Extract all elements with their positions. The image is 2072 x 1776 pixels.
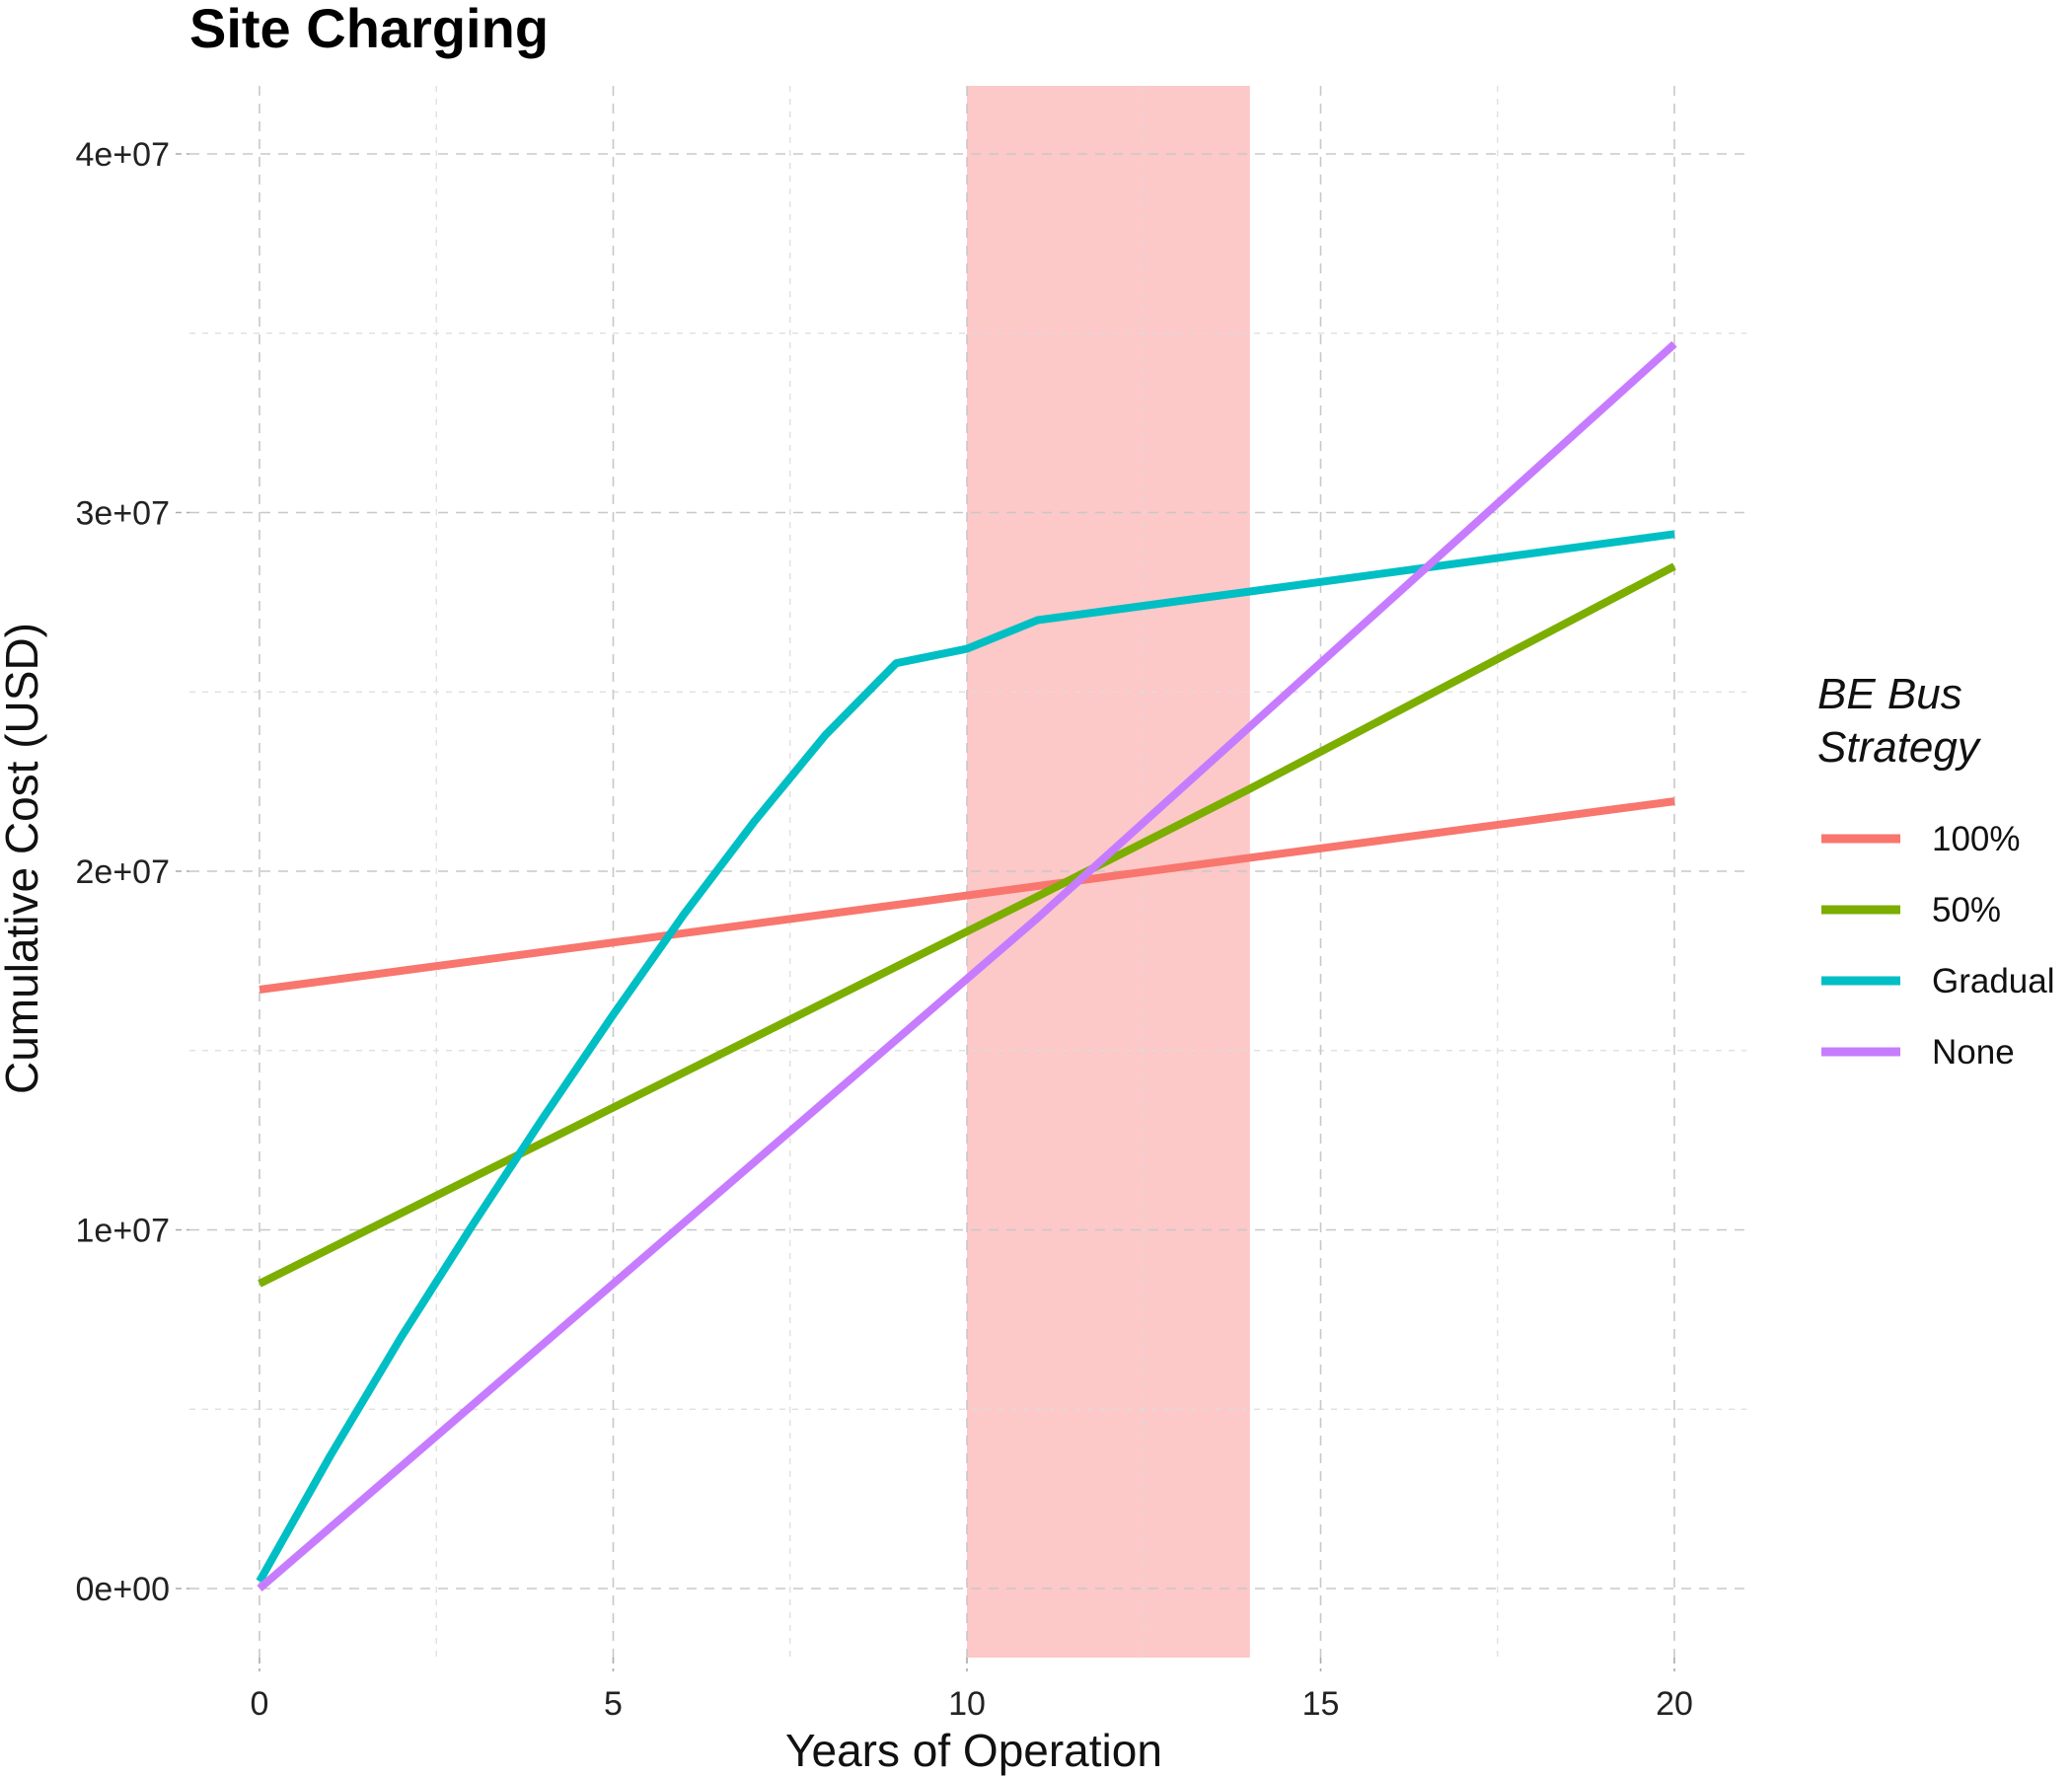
y-tick-label: 0e+00 (76, 1571, 171, 1608)
series-lines (256, 340, 1677, 1592)
x-tick-label: 20 (1656, 1685, 1693, 1723)
legend-label-50pct: 50% (1932, 891, 2001, 929)
y-tick-label: 4e+07 (76, 136, 171, 174)
x-tick-label: 5 (604, 1685, 623, 1723)
y-tick-label: 2e+07 (76, 853, 171, 891)
legend-title-line-1: BE Bus (1817, 670, 1962, 718)
y-axis-label: Cumulative Cost (USD) (0, 623, 47, 1094)
axis-ticks: 0 5 10 15 20 0e+00 1e+07 2e+07 3e+07 4e+07 (76, 136, 1693, 1723)
legend-label-100pct: 100% (1932, 820, 2021, 858)
series-line-50pct (258, 562, 1676, 1288)
x-tick-label: 0 (251, 1685, 269, 1723)
legend: BE Bus Strategy 100% 50% Gradual None (1817, 670, 2055, 1072)
legend-title-line-2: Strategy (1817, 723, 1982, 772)
x-tick-label: 15 (1302, 1685, 1340, 1723)
x-tick-label: 10 (948, 1685, 986, 1723)
series-line-100pct (259, 797, 1675, 994)
series-line-gradual (256, 530, 1675, 1584)
chart-title: Site Charging (189, 0, 549, 59)
legend-label-none: None (1932, 1033, 2015, 1072)
legend-entries: 100% 50% Gradual None (1821, 820, 2055, 1072)
legend-label-gradual: Gradual (1932, 962, 2055, 1000)
y-tick-label: 3e+07 (76, 495, 171, 533)
y-tick-label: 1e+07 (76, 1213, 171, 1250)
x-axis-label: Years of Operation (785, 1725, 1162, 1776)
series-line-none (257, 340, 1677, 1592)
